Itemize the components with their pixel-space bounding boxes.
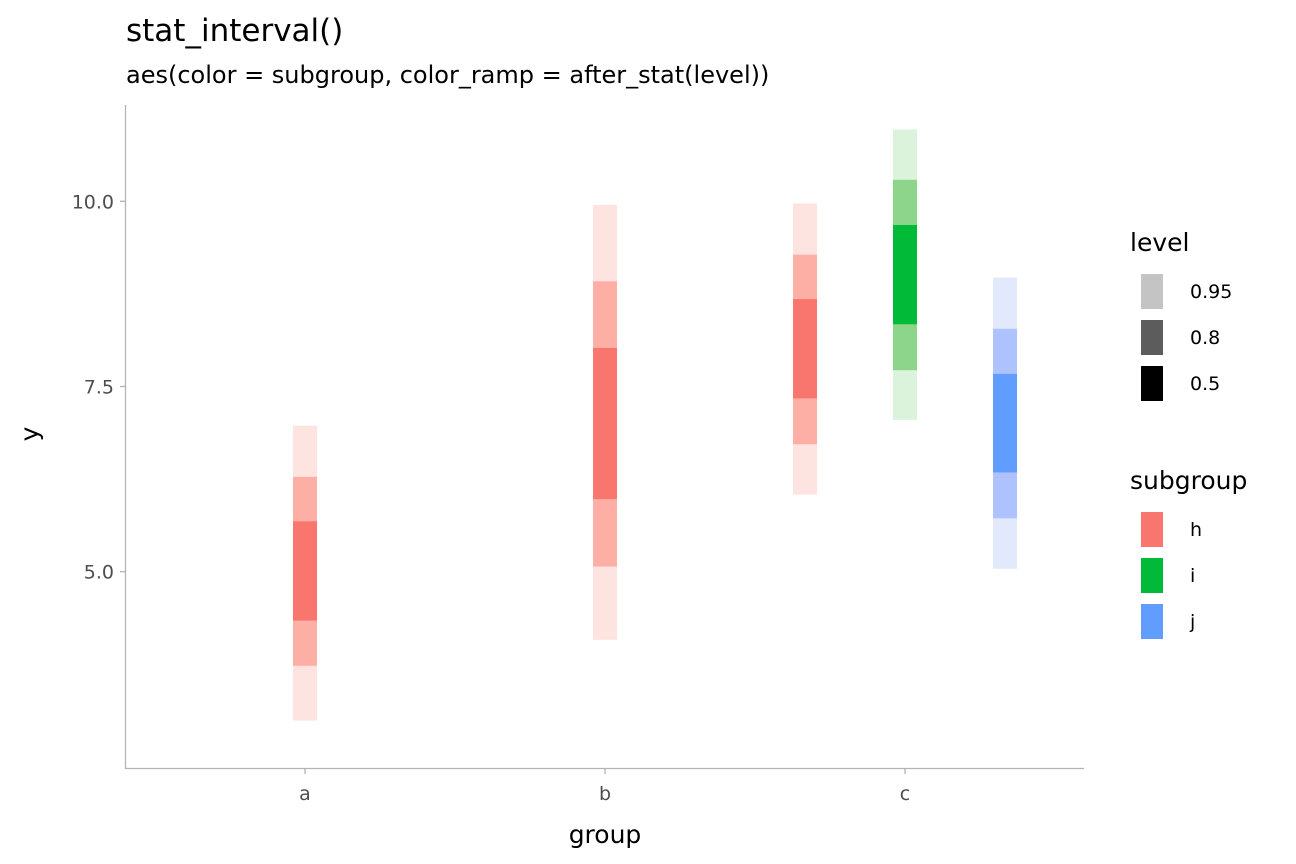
legend-subgroup-label: j bbox=[1189, 611, 1195, 633]
y-tick-label: 5.0 bbox=[84, 562, 114, 584]
legend-subgroup-title: subgroup bbox=[1130, 466, 1247, 495]
legend-level-label: 0.8 bbox=[1190, 327, 1220, 349]
x-tick-label: c bbox=[900, 783, 910, 805]
legend-subgroup-label: i bbox=[1190, 565, 1195, 587]
legend-subgroup-key bbox=[1141, 512, 1163, 547]
interval-a-h-0_5 bbox=[293, 521, 317, 621]
interval-b-h-0_5 bbox=[593, 347, 617, 500]
interval-c-j-0_5 bbox=[993, 373, 1017, 473]
y-axis-ticks: 5.0 7.5 10.0 bbox=[72, 191, 125, 584]
legend-level-label: 0.95 bbox=[1190, 281, 1232, 303]
legend-subgroup-key bbox=[1141, 558, 1163, 593]
legend-level-label: 0.5 bbox=[1190, 373, 1220, 395]
y-tick-label: 10.0 bbox=[72, 191, 114, 213]
legend-subgroup: subgroup h i j bbox=[1130, 466, 1247, 639]
legend-subgroup-key bbox=[1141, 604, 1163, 639]
y-tick-label: 7.5 bbox=[84, 376, 114, 398]
x-axis-title: group bbox=[569, 820, 642, 849]
legend-subgroup-label: h bbox=[1190, 519, 1202, 541]
chart-title: stat_interval() bbox=[126, 13, 343, 49]
legend-level-key bbox=[1141, 274, 1163, 309]
interval-c-h-0_5 bbox=[793, 299, 817, 399]
x-tick-label: a bbox=[299, 783, 311, 805]
legend-level-title: level bbox=[1130, 228, 1189, 257]
intervals-layer bbox=[293, 129, 1017, 721]
y-axis-title: y bbox=[15, 426, 44, 441]
chart-subtitle: aes(color = subgroup, color_ramp = after… bbox=[126, 61, 769, 89]
x-tick-label: b bbox=[599, 783, 611, 805]
x-axis-ticks: a b c bbox=[299, 768, 910, 805]
legend-level-key bbox=[1141, 320, 1163, 355]
legend-level: level 0.95 0.8 0.5 bbox=[1130, 228, 1232, 401]
legend-level-key bbox=[1141, 366, 1163, 401]
interval-c-i-0_5 bbox=[893, 225, 917, 325]
